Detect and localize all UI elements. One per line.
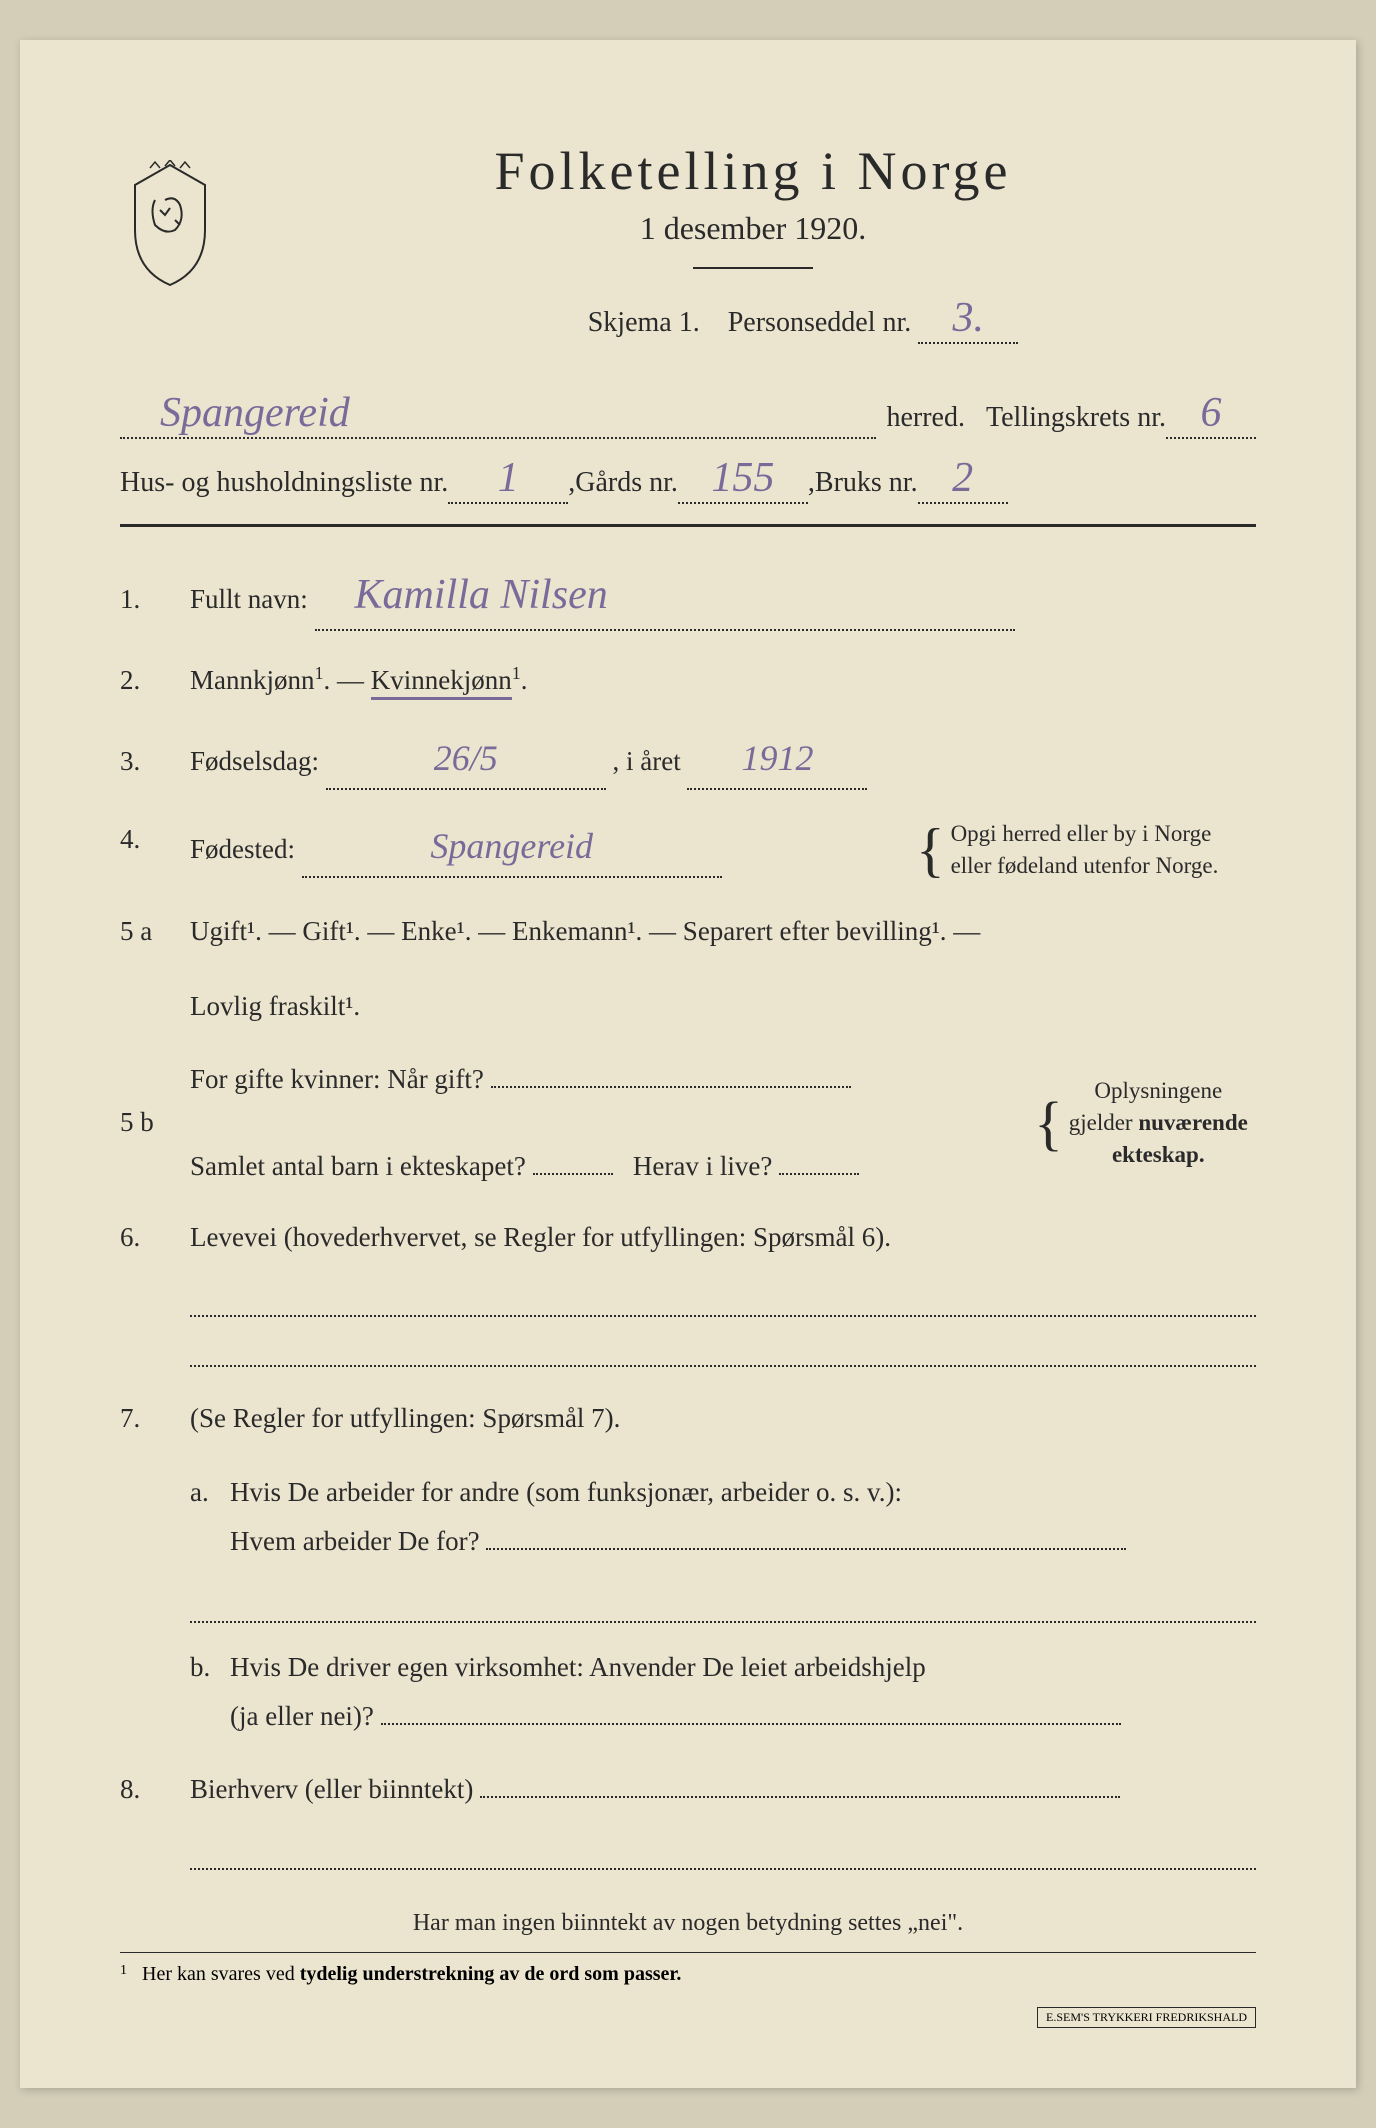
- q4-num: 4.: [120, 818, 190, 861]
- q3-label: Fødselsdag:: [190, 746, 319, 776]
- q7a-line1: Hvis De arbeider for andre (som funksjon…: [230, 1477, 902, 1507]
- q3-num: 3.: [120, 740, 190, 783]
- coat-of-arms: [120, 160, 220, 290]
- q5a-opts2: Lovlig fraskilt¹.: [190, 991, 360, 1021]
- gards-label: Gårds nr.: [575, 467, 678, 499]
- husliste-line: Hus- og husholdningsliste nr. 1 , Gårds …: [120, 454, 1256, 504]
- footer-note: Har man ingen biinntekt av nogen betydni…: [120, 1910, 1256, 1937]
- q1-value: Kamilla Nilsen: [355, 572, 608, 618]
- q7a-fill: [190, 1593, 1256, 1623]
- q5b-line2a: Samlet antal barn i ekteskapet?: [190, 1151, 526, 1181]
- header-rule: [120, 524, 1256, 527]
- q6-num: 6.: [120, 1216, 190, 1259]
- q6-fill2: [190, 1337, 1256, 1367]
- q7-num: 7.: [120, 1397, 190, 1440]
- question-7b: b. Hvis De driver egen virksomhet: Anven…: [120, 1643, 1256, 1740]
- q5b-note: { Oplysningene gjelder nuværende ekteska…: [1026, 1075, 1256, 1172]
- question-7: 7. (Se Regler for utfyllingen: Spørsmål …: [120, 1397, 1256, 1440]
- q1-label: Fullt navn:: [190, 584, 308, 614]
- footnote-text: Her kan svares ved tydelig understreknin…: [142, 1963, 681, 1985]
- q7-label: (Se Regler for utfyllingen: Spørsmål 7).: [190, 1397, 1256, 1440]
- footnote: 1 Her kan svares ved tydelig understrekn…: [120, 1952, 1256, 1986]
- q8-num: 8.: [120, 1768, 190, 1811]
- title-divider: [693, 267, 813, 269]
- husliste-value: 1: [498, 455, 519, 501]
- q8-fill: [190, 1840, 1256, 1870]
- question-3: 3. Fødselsdag: 26/5 , i året 1912: [120, 730, 1256, 790]
- subtitle: 1 desember 1920.: [250, 210, 1256, 247]
- footnote-num: 1: [120, 1963, 127, 1978]
- q8-label: Bierhverv (eller biinntekt): [190, 1774, 473, 1804]
- q7a-num: a.: [190, 1468, 230, 1517]
- q5a-num: 5 a: [120, 910, 190, 953]
- personseddel-value: 3.: [953, 295, 985, 341]
- q1-num: 1.: [120, 578, 190, 621]
- question-5a: 5 a Ugift¹. — Gift¹. — Enke¹. — Enkemann…: [120, 910, 1256, 953]
- skjema-line: Skjema 1. Personseddel nr. 3.: [350, 294, 1256, 344]
- header: Folketelling i Norge 1 desember 1920. Sk…: [120, 140, 1256, 359]
- q4-note1: Opgi herred eller by i Norge: [951, 821, 1212, 846]
- question-5a-cont: Lovlig fraskilt¹.: [120, 982, 1256, 1031]
- q5b-note1: Oplysningene: [1094, 1078, 1222, 1103]
- q4-value: Spangereid: [430, 826, 593, 866]
- skjema-label: Skjema 1.: [588, 307, 700, 338]
- bruks-label: Bruks nr.: [815, 467, 918, 499]
- q4-note2: eller fødeland utenfor Norge.: [951, 853, 1219, 878]
- question-1: 1. Fullt navn: Kamilla Nilsen: [120, 562, 1256, 631]
- q7b-line2: (ja eller nei)?: [230, 1701, 374, 1731]
- tellingskrets-value: 6: [1201, 390, 1222, 436]
- q4-label: Fødested:: [190, 834, 295, 864]
- question-6: 6. Levevei (hovederhvervet, se Regler fo…: [120, 1216, 1256, 1259]
- q5b-note2: gjelder nuværende: [1069, 1110, 1248, 1135]
- q2-sep: —: [337, 665, 371, 695]
- q6-fill1: [190, 1287, 1256, 1317]
- question-4: 4. Fødested: Spangereid { Opgi herred el…: [120, 818, 1256, 882]
- census-form: Folketelling i Norge 1 desember 1920. Sk…: [20, 40, 1356, 2088]
- q2-kvinne: Kvinnekjønn: [371, 665, 512, 700]
- personseddel-label: Personseddel nr.: [728, 307, 912, 338]
- q5b-note3: ekteskap.: [1112, 1142, 1205, 1167]
- crest-icon: [120, 160, 220, 290]
- herred-line: Spangereid herred. Tellingskrets nr. 6: [120, 389, 1256, 439]
- question-2: 2. Mannkjønn1. — Kvinnekjønn1.: [120, 659, 1256, 702]
- q3-year: 1912: [741, 738, 813, 778]
- q5b-num: 5 b: [120, 1101, 190, 1144]
- q7b-line1: Hvis De driver egen virksomhet: Anvender…: [230, 1652, 926, 1682]
- q7b-num: b.: [190, 1643, 230, 1692]
- question-7a: a. Hvis De arbeider for andre (som funks…: [120, 1468, 1256, 1565]
- herred-label: herred.: [886, 402, 965, 434]
- q5b-line1a: For gifte kvinner: Når gift?: [190, 1064, 484, 1094]
- q4-note: { Opgi herred eller by i Norge eller fød…: [916, 818, 1256, 882]
- q7a-line2: Hvem arbeider De for?: [230, 1526, 480, 1556]
- q5b-line2b: Herav i live?: [633, 1151, 772, 1181]
- q2-num: 2.: [120, 659, 190, 702]
- gards-value: 155: [711, 455, 774, 501]
- herred-value: Spangereid: [120, 390, 350, 436]
- title-block: Folketelling i Norge 1 desember 1920. Sk…: [250, 140, 1256, 359]
- tellingskrets-label: Tellingskrets nr.: [986, 402, 1166, 434]
- q5a-opts: Ugift¹. — Gift¹. — Enke¹. — Enkemann¹. —…: [190, 916, 980, 946]
- question-5b: 5 b For gifte kvinner: Når gift? Samlet …: [120, 1058, 1256, 1188]
- q6-label: Levevei (hovederhvervet, se Regler for u…: [190, 1216, 1256, 1259]
- husliste-label: Hus- og husholdningsliste nr.: [120, 467, 448, 499]
- main-title: Folketelling i Norge: [250, 140, 1256, 202]
- question-8: 8. Bierhverv (eller biinntekt): [120, 1768, 1256, 1811]
- q3-day: 26/5: [434, 738, 498, 778]
- bruks-value: 2: [952, 455, 973, 501]
- q2-mann: Mannkjønn: [190, 665, 315, 695]
- printer-mark: E.SEM'S TRYKKERI FREDRIKSHALD: [1037, 2007, 1256, 2028]
- q3-year-label: , i året: [613, 746, 681, 776]
